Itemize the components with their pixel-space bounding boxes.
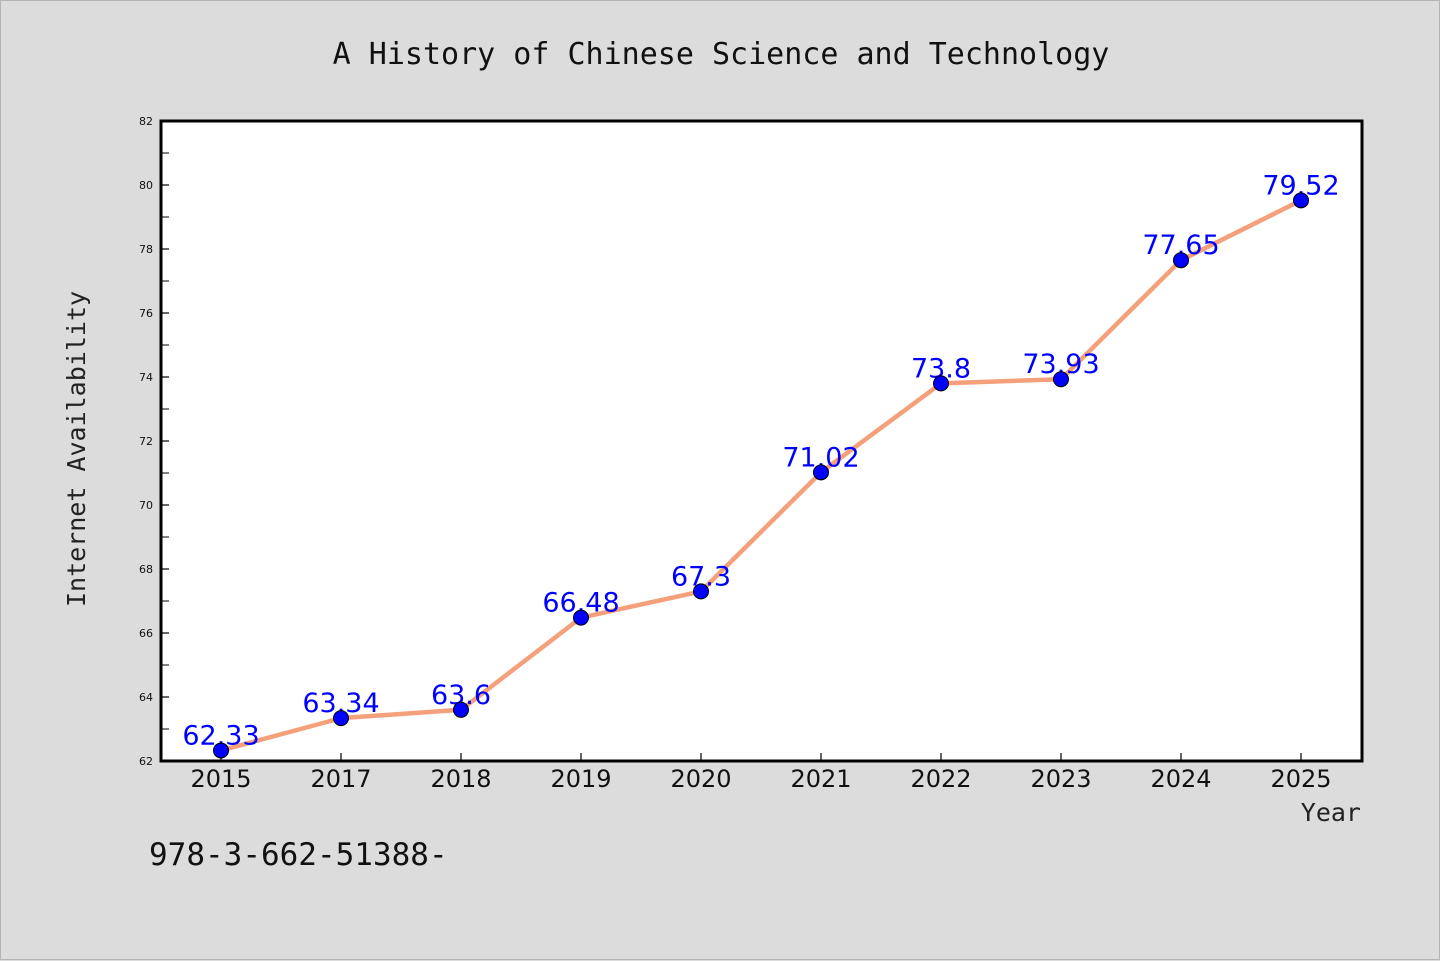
x-tick-label: 2021 [790, 765, 851, 793]
footnote-isbn: 978-3-662-51388- [149, 837, 448, 873]
y-tick-label: 70 [139, 499, 153, 512]
y-axis-label: Internet Availability [62, 291, 91, 607]
x-axis: 2015 2017 2018 2019 2020 2021 2022 2023 2024 2025 [190, 753, 1332, 793]
y-tick-label: 68 [139, 563, 153, 576]
y-tick-label: 66 [139, 627, 153, 640]
data-point-marker [1053, 371, 1069, 388]
x-tick-label: 2020 [670, 765, 731, 793]
x-tick-label: 2015 [190, 765, 251, 793]
y-axis: 62 64 66 68 70 72 74 76 78 80 82 [139, 115, 169, 768]
data-point-marker [1293, 192, 1309, 209]
x-tick-label: 2023 [1030, 765, 1091, 793]
plot-area [159, 119, 1364, 763]
y-tick-label: 74 [139, 371, 153, 384]
x-tick-label: 2024 [1150, 765, 1211, 793]
x-tick-label: 2017 [310, 765, 371, 793]
data-point-marker [573, 609, 589, 626]
y-tick-label: 82 [139, 115, 153, 128]
x-axis-label: Year [1301, 798, 1361, 827]
x-tick-label: 2025 [1270, 765, 1331, 793]
y-tick-label: 64 [139, 691, 153, 704]
data-point-marker [813, 464, 829, 481]
x-tick-label: 2022 [910, 765, 971, 793]
y-tick-label: 72 [139, 435, 153, 448]
data-point-marker [213, 742, 229, 759]
data-point-marker [333, 710, 349, 727]
series-line [220, 198, 1303, 753]
y-tick-label: 80 [139, 179, 153, 192]
data-point-marker [693, 583, 709, 600]
data-point-marker [1173, 252, 1189, 269]
data-point-marker [453, 701, 469, 718]
x-tick-label: 2018 [430, 765, 491, 793]
y-tick-label: 78 [139, 243, 153, 256]
y-tick-label: 62 [139, 755, 153, 768]
y-tick-label: 76 [139, 307, 153, 320]
chart-title: A History of Chinese Science and Technol… [333, 37, 1110, 72]
data-point-marker [933, 375, 949, 392]
x-tick-label: 2019 [550, 765, 611, 793]
data-markers [213, 192, 1309, 759]
